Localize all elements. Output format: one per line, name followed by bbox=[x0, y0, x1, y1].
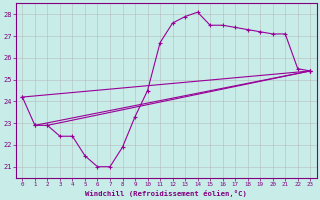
X-axis label: Windchill (Refroidissement éolien,°C): Windchill (Refroidissement éolien,°C) bbox=[85, 190, 247, 197]
